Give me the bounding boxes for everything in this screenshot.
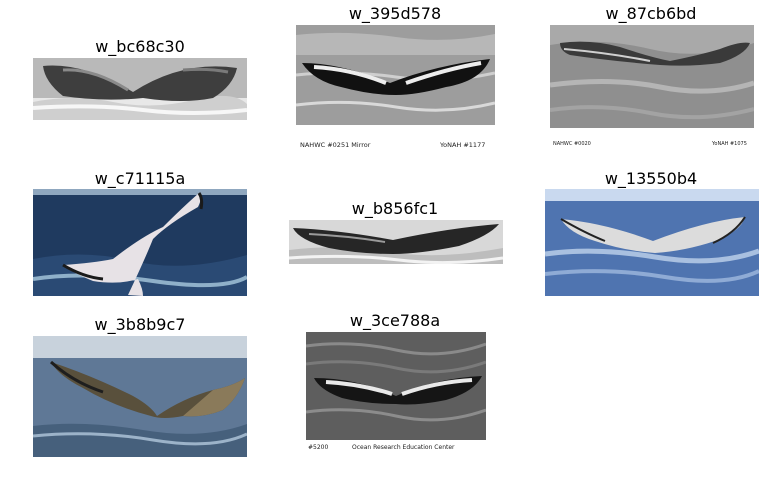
whale-fluke-photo (33, 336, 247, 457)
photo-caption-right: YoNAH #1075 (712, 141, 747, 147)
whale-fluke-photo (33, 58, 247, 120)
panel-title: w_c71115a (94, 169, 186, 188)
whale-fluke-photo (289, 220, 503, 264)
photo-caption-left: NAHWC #0251 Mirror (300, 141, 371, 149)
photo-caption-left: #5200 (308, 444, 329, 451)
photo-caption-right: YoNAH #1177 (440, 141, 486, 149)
panel-title: w_3b8b9c7 (94, 315, 186, 334)
photo-caption-right: Ocean Research Education Center (352, 444, 455, 451)
whale-fluke-photo (550, 25, 754, 138)
panel-title: w_395d578 (348, 4, 442, 23)
whale-fluke-photo (545, 189, 759, 296)
panel-title: w_13550b4 (604, 169, 698, 188)
panel-title: w_87cb6bd (605, 4, 697, 23)
whale-fluke-photo (296, 25, 495, 138)
panel-title: w_3ce788a (349, 311, 441, 330)
panel-title: w_bc68c30 (95, 37, 185, 56)
panel-title: w_b856fc1 (351, 199, 439, 218)
whale-fluke-photo (33, 189, 247, 296)
photo-caption-left: NAHWC #0020 (553, 141, 591, 147)
whale-fluke-photo (306, 332, 486, 458)
